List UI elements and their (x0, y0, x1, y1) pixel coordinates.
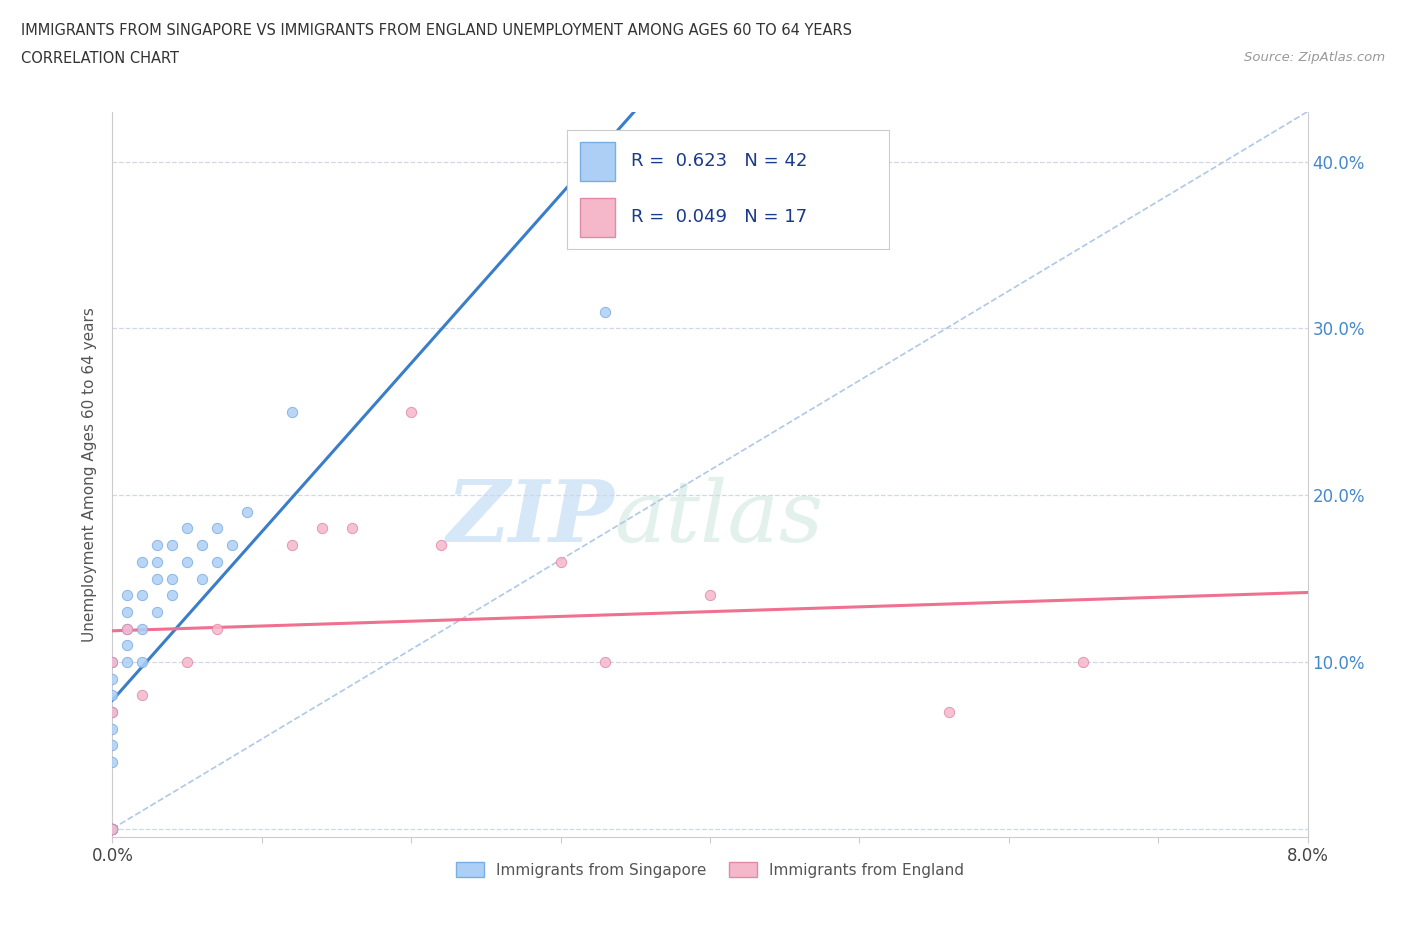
Point (191, 538, 214, 552)
Point (938, 705, 960, 720)
Point (311, 521, 333, 536)
Point (117, 588, 139, 603)
Point (595, 304, 617, 319)
Point (117, 621, 139, 636)
Text: Source: ZipAtlas.com: Source: ZipAtlas.com (1244, 51, 1385, 64)
Point (146, 571, 169, 586)
Point (101, 688, 124, 703)
Point (281, 538, 304, 552)
Point (101, 821, 124, 836)
Point (205, 554, 228, 569)
Point (340, 521, 363, 536)
Point (699, 588, 721, 603)
Point (205, 521, 228, 536)
Point (146, 604, 169, 619)
Point (281, 405, 304, 419)
Point (101, 821, 124, 836)
Point (191, 571, 214, 586)
Point (101, 705, 124, 720)
Point (430, 538, 453, 552)
Point (101, 821, 124, 836)
Point (131, 655, 153, 670)
Point (101, 705, 124, 720)
Point (101, 821, 124, 836)
Point (117, 621, 139, 636)
Point (146, 554, 169, 569)
Point (401, 405, 423, 419)
Text: IMMIGRANTS FROM SINGAPORE VS IMMIGRANTS FROM ENGLAND UNEMPLOYMENT AMONG AGES 60 : IMMIGRANTS FROM SINGAPORE VS IMMIGRANTS … (21, 23, 852, 38)
Point (205, 621, 228, 636)
Point (176, 655, 198, 670)
Point (131, 588, 153, 603)
Point (162, 571, 183, 586)
Point (176, 554, 198, 569)
Point (146, 538, 169, 552)
Point (550, 554, 572, 569)
Point (176, 521, 198, 536)
Point (117, 655, 139, 670)
Point (101, 821, 124, 836)
Point (1073, 655, 1095, 670)
Point (131, 688, 153, 703)
Point (221, 538, 243, 552)
Point (101, 754, 124, 769)
Text: CORRELATION CHART: CORRELATION CHART (21, 51, 179, 66)
Point (101, 655, 124, 670)
Y-axis label: Unemployment Among Ages 60 to 64 years: Unemployment Among Ages 60 to 64 years (82, 307, 97, 642)
Point (101, 721, 124, 736)
Point (117, 604, 139, 619)
Point (101, 655, 124, 670)
Legend: Immigrants from Singapore, Immigrants from England: Immigrants from Singapore, Immigrants fr… (450, 856, 970, 884)
Point (101, 821, 124, 836)
Point (101, 821, 124, 836)
Point (101, 821, 124, 836)
Point (101, 671, 124, 686)
Point (131, 621, 153, 636)
Point (595, 655, 617, 670)
Point (236, 504, 259, 519)
Point (101, 821, 124, 836)
Point (162, 588, 183, 603)
Text: atlas: atlas (614, 476, 824, 559)
Point (101, 821, 124, 836)
Point (117, 638, 139, 653)
Point (131, 554, 153, 569)
Text: ZIP: ZIP (447, 476, 614, 560)
Point (162, 538, 183, 552)
Point (101, 737, 124, 752)
